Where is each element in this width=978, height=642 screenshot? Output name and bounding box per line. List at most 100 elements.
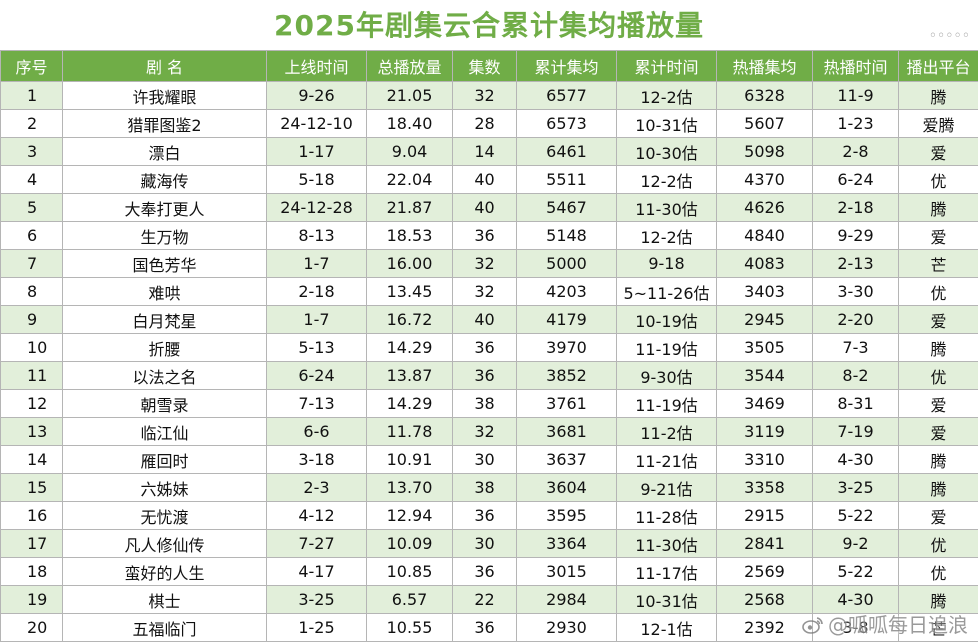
cell-peak-avg: 2568 (716, 585, 813, 614)
table-row: 3 漂白 1-17 9.04 14 6461 10-30估 5098 2-8 爱 (0, 137, 978, 166)
table-row: 19 棋士 3-25 6.57 22 2984 10-31估 2568 4-30 腾 (0, 585, 978, 614)
cell-total-views: 21.87 (366, 193, 453, 222)
cell-total-views: 13.87 (366, 361, 453, 390)
cell-rank: 17 (0, 529, 63, 558)
cell-cumulative-avg: 3681 (516, 417, 617, 446)
cell-title: 蛮好的人生 (62, 557, 267, 586)
table-row: 9 白月梵星 1-7 16.72 40 4179 10-19估 2945 2-20 爱 (0, 305, 978, 334)
cell-peak-avg: 5607 (716, 109, 813, 138)
cell-episodes: 32 (452, 249, 517, 278)
cell-peak-date: 3-30 (812, 277, 899, 306)
cell-title: 许我耀眼 (62, 81, 267, 110)
cell-cumulative-date: 11-28估 (616, 501, 717, 530)
cell-peak-date: 2-20 (812, 305, 899, 334)
cell-peak-date: 6-24 (812, 165, 899, 194)
table-row: 18 蛮好的人生 4-17 10.85 36 3015 11-17估 2569 5-22 优 (0, 557, 978, 586)
cell-peak-avg: 4626 (716, 193, 813, 222)
cell-peak-date: 4-30 (812, 445, 899, 474)
table-row: 14 雁回时 3-18 10.91 30 3637 11-21估 3310 4-30 腾 (0, 445, 978, 474)
cell-episodes: 32 (452, 277, 517, 306)
cell-cumulative-date: 10-31估 (616, 109, 717, 138)
cell-cumulative-avg: 2984 (516, 585, 617, 614)
cell-rank: 9 (0, 305, 63, 334)
cell-cumulative-avg: 3364 (516, 529, 617, 558)
watermark-text: @呱呱每日追浪 (828, 613, 968, 637)
cell-cumulative-avg: 6461 (516, 137, 617, 166)
table-row: 13 临江仙 6-6 11.78 32 3681 11-2估 3119 7-19 爱 (0, 417, 978, 446)
col-header-total-views: 总播放量 (366, 50, 453, 82)
cell-platform: 腾 (898, 193, 978, 222)
cell-platform: 优 (898, 165, 978, 194)
table-row: 8 难哄 2-18 13.45 32 4203 5~11-26估 3403 3-30 优 (0, 277, 978, 306)
cell-peak-avg: 3403 (716, 277, 813, 306)
cell-episodes: 38 (452, 473, 517, 502)
cell-cumulative-date: 9-18 (616, 249, 717, 278)
cell-rank: 20 (0, 613, 63, 642)
col-header-peak-date: 热播时间 (812, 50, 899, 82)
cell-total-views: 16.72 (366, 305, 453, 334)
ratings-table: 序号 剧 名 上线时间 总播放量 集数 累计集均 累计时间 热播集均 热播时间 … (0, 50, 978, 642)
cell-title: 临江仙 (62, 417, 267, 446)
col-header-cumulative-date: 累计时间 (616, 50, 717, 82)
cell-total-views: 21.05 (366, 81, 453, 110)
watermark: @呱呱每日追浪 (802, 609, 968, 638)
cell-cumulative-date: 10-30估 (616, 137, 717, 166)
table-row: 5 大奉打更人 24-12-28 21.87 40 5467 11-30估 4626 2-18 腾 (0, 193, 978, 222)
cell-episodes: 36 (452, 501, 517, 530)
cell-rank: 13 (0, 417, 63, 446)
cell-release-date: 1-7 (266, 249, 367, 278)
cell-title: 藏海传 (62, 165, 267, 194)
cell-total-views: 13.70 (366, 473, 453, 502)
cell-platform: 腾 (898, 585, 978, 614)
cell-rank: 6 (0, 221, 63, 250)
cell-release-date: 3-18 (266, 445, 367, 474)
table-row: 11 以法之名 6-24 13.87 36 3852 9-30估 3544 8-2 优 (0, 361, 978, 390)
cell-title: 漂白 (62, 137, 267, 166)
cell-peak-avg: 2392 (716, 613, 813, 642)
cell-platform: 爱 (898, 137, 978, 166)
cell-platform: 爱 (898, 389, 978, 418)
col-header-rank: 序号 (0, 50, 63, 82)
cell-total-views: 10.55 (366, 613, 453, 642)
cell-peak-date: 9-2 (812, 529, 899, 558)
cell-release-date: 24-12-28 (266, 193, 367, 222)
cell-platform: 腾 (898, 445, 978, 474)
cell-title: 猎罪图鉴2 (62, 109, 267, 138)
cell-cumulative-date: 11-21估 (616, 445, 717, 474)
cell-episodes: 38 (452, 389, 517, 418)
cell-episodes: 32 (452, 81, 517, 110)
cell-cumulative-avg: 4203 (516, 277, 617, 306)
cell-platform: 优 (898, 557, 978, 586)
cell-title: 朝雪录 (62, 389, 267, 418)
cell-peak-date: 3-8 (812, 613, 899, 642)
cell-peak-date: 7-3 (812, 333, 899, 362)
cell-cumulative-avg: 3595 (516, 501, 617, 530)
cell-peak-date: 5-22 (812, 501, 899, 530)
cell-platform: 爱 (898, 417, 978, 446)
cell-total-views: 10.09 (366, 529, 453, 558)
cell-release-date: 8-13 (266, 221, 367, 250)
cell-title: 生万物 (62, 221, 267, 250)
cell-release-date: 1-7 (266, 305, 367, 334)
cell-rank: 11 (0, 361, 63, 390)
cell-platform: 爱腾 (898, 109, 978, 138)
cell-total-views: 6.57 (366, 585, 453, 614)
cell-cumulative-date: 11-2估 (616, 417, 717, 446)
cell-episodes: 36 (452, 333, 517, 362)
table-row: 20 五福临门 1-25 10.55 36 2930 12-1估 2392 3-8 芒 (0, 613, 978, 642)
cell-cumulative-avg: 2930 (516, 613, 617, 642)
table-row: 15 六姊妹 2-3 13.70 38 3604 9-21估 3358 3-25 腾 (0, 473, 978, 502)
cell-total-views: 10.91 (366, 445, 453, 474)
cell-total-views: 16.00 (366, 249, 453, 278)
cell-peak-avg: 3358 (716, 473, 813, 502)
cell-peak-date: 9-29 (812, 221, 899, 250)
cell-rank: 7 (0, 249, 63, 278)
cell-total-views: 13.45 (366, 277, 453, 306)
cell-peak-avg: 3544 (716, 361, 813, 390)
cell-cumulative-date: 10-19估 (616, 305, 717, 334)
cell-peak-avg: 4370 (716, 165, 813, 194)
cell-rank: 4 (0, 165, 63, 194)
cell-peak-date: 11-9 (812, 81, 899, 110)
cell-peak-avg: 2569 (716, 557, 813, 586)
cell-peak-date: 2-13 (812, 249, 899, 278)
